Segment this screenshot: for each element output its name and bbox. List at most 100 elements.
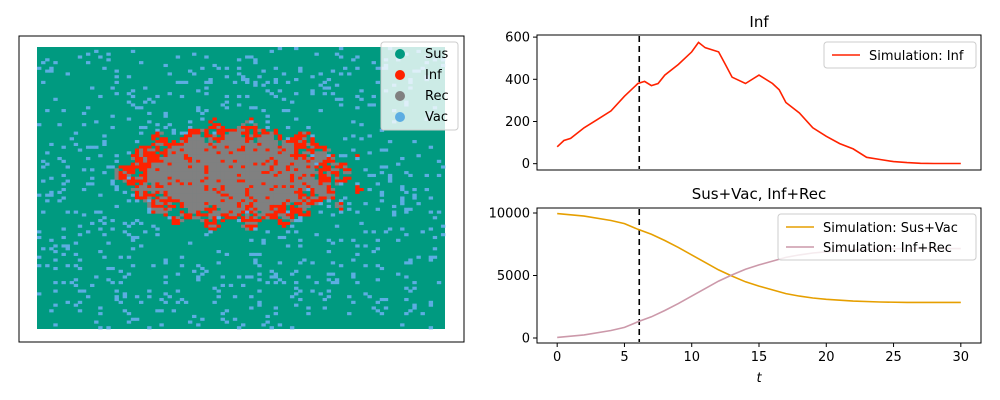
rec-cell (249, 173, 254, 178)
inf-cell (163, 154, 168, 158)
rec-cell (281, 216, 287, 220)
rec-cell (143, 199, 148, 203)
rec-cell (310, 159, 315, 163)
vac-cell (114, 289, 119, 293)
inf-cell (273, 162, 279, 166)
rec-cell (257, 159, 262, 163)
vac-cell (122, 295, 128, 299)
rec-cell (212, 148, 217, 152)
inf-cell (220, 128, 225, 132)
rec-cell (245, 173, 250, 178)
rec-cell (285, 179, 291, 183)
rec-cell (187, 204, 193, 209)
rec-cell (196, 148, 201, 152)
vac-cell (306, 125, 311, 130)
rec-cell (265, 204, 270, 209)
vac-cell (61, 109, 66, 113)
vac-cell (420, 230, 425, 234)
rec-cell (216, 171, 221, 175)
vac-cell (351, 134, 356, 138)
vac-cell (428, 255, 434, 259)
vac-cell (61, 227, 66, 231)
inf-cell (163, 142, 168, 146)
vac-cell (179, 80, 185, 84)
vac-cell (196, 106, 201, 110)
rec-cell (204, 173, 209, 178)
inf-cell (265, 131, 270, 135)
rec-cell (298, 140, 303, 144)
rec-cell (183, 171, 189, 175)
rec-cell (220, 176, 225, 180)
vac-cell (224, 75, 230, 79)
vac-cell (77, 55, 83, 59)
rec-cell (212, 199, 217, 203)
vac-cell (37, 123, 42, 127)
inf-cell (134, 196, 140, 200)
vac-cell (383, 148, 389, 152)
inf-cell (334, 173, 340, 178)
rec-cell (171, 176, 177, 180)
rec-cell (285, 190, 291, 194)
inf-cell (261, 162, 266, 166)
rec-cell (236, 159, 242, 163)
rec-cell (302, 185, 307, 189)
rec-cell (224, 179, 230, 183)
inf-cell (175, 142, 181, 146)
rec-cell (257, 128, 262, 132)
vac-cell (110, 179, 115, 183)
rec-cell (183, 188, 189, 192)
totals-legend-box (777, 213, 977, 261)
rec-cell (236, 128, 242, 132)
rec-cell (159, 156, 164, 161)
rec-cell (183, 151, 189, 155)
rec-cell (216, 199, 221, 203)
rec-cell (155, 207, 160, 211)
rec-cell (167, 165, 172, 169)
inf-cell (151, 156, 156, 161)
rec-cell (302, 165, 307, 169)
rec-cell (224, 162, 230, 166)
inf-cell (322, 173, 327, 178)
vac-cell (379, 266, 385, 271)
inf-cell (192, 131, 197, 135)
inf-cell (204, 188, 209, 192)
inf-cell (175, 221, 181, 225)
rec-cell (232, 199, 238, 203)
vac-cell (396, 162, 401, 166)
rec-cell (285, 202, 291, 206)
rec-cell (228, 159, 234, 163)
vac-cell (322, 92, 327, 96)
rec-cell (196, 151, 201, 155)
vac-cell (192, 72, 197, 76)
rec-cell (245, 176, 250, 180)
vac-cell (261, 238, 266, 242)
inf-cell (269, 204, 274, 209)
vac-cell (41, 165, 46, 169)
rec-cell (273, 168, 279, 172)
rec-cell (228, 204, 234, 209)
rec-cell (232, 156, 238, 161)
rec-cell (208, 168, 213, 172)
rec-cell (261, 159, 266, 163)
rec-cell (126, 173, 132, 178)
inf-cell (294, 154, 299, 158)
inf-cell (175, 199, 181, 203)
vac-cell (220, 103, 225, 107)
vac-cell (77, 148, 83, 152)
rec-cell (236, 193, 242, 197)
rec-cell (310, 171, 315, 175)
vac-cell (41, 159, 46, 163)
rec-cell (200, 148, 205, 152)
vac-cell (114, 69, 119, 73)
inf-cell (151, 204, 156, 209)
inf-cell (151, 134, 156, 138)
inf-cell (245, 137, 250, 141)
rec-cell (228, 207, 234, 211)
vac-cell (257, 272, 262, 276)
vac-cell (134, 317, 140, 321)
y-tick-label: 200 (505, 115, 530, 130)
inf-cell (143, 171, 148, 175)
rec-cell (216, 165, 221, 169)
vac-cell (289, 326, 295, 330)
rec-cell (289, 159, 295, 163)
